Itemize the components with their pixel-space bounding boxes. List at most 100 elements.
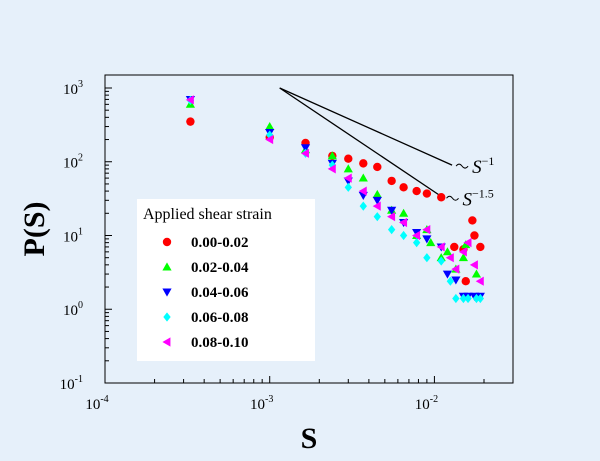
data-point xyxy=(185,95,194,105)
data-point xyxy=(437,193,446,202)
data-point xyxy=(423,253,431,263)
data-point xyxy=(412,230,421,241)
data-point xyxy=(450,242,459,252)
data-point xyxy=(265,134,274,145)
y-tick-label: 100 xyxy=(63,300,83,319)
legend-box xyxy=(137,199,315,361)
y-tick-exponent: -1 xyxy=(75,374,83,385)
x-tick-exponent: -4 xyxy=(100,394,108,405)
data-point xyxy=(372,201,381,211)
slope-exponent: −1.5 xyxy=(472,186,494,200)
y-tick-exponent: 2 xyxy=(78,153,83,164)
legend-label: 0.04-0.06 xyxy=(191,285,249,301)
series-0.08-0.10 xyxy=(185,95,484,286)
y-tick-label: 10-1 xyxy=(60,374,83,393)
legend-marker xyxy=(162,262,172,271)
data-point xyxy=(436,242,445,252)
data-point xyxy=(358,186,367,196)
data-point xyxy=(412,238,421,248)
data-point xyxy=(445,253,454,263)
legend-marker xyxy=(162,337,171,347)
data-point xyxy=(446,276,455,286)
data-point xyxy=(372,196,382,205)
slope-line xyxy=(279,87,443,198)
data-point xyxy=(451,264,460,274)
data-point xyxy=(399,230,408,241)
data-point xyxy=(422,189,432,198)
slope-tilde xyxy=(455,163,469,169)
data-point xyxy=(451,276,461,285)
data-point xyxy=(359,159,368,168)
legend-label: 0.08-0.10 xyxy=(191,335,249,351)
data-point xyxy=(476,293,485,304)
legend-label: 0.00-0.02 xyxy=(191,235,249,251)
data-point xyxy=(426,238,436,247)
legend: Applied shear strain 0.00-0.02 0.02-0.04 0… xyxy=(137,199,315,361)
data-point xyxy=(359,201,367,211)
x-tick-exponent: -2 xyxy=(430,394,438,405)
data-point xyxy=(452,293,460,304)
plot-frame xyxy=(104,74,514,384)
data-point xyxy=(463,238,472,248)
data-points xyxy=(185,95,485,304)
data-point xyxy=(387,206,397,215)
data-point xyxy=(387,176,396,186)
y-tick-exponent: 0 xyxy=(78,300,83,311)
data-point xyxy=(343,164,353,173)
y-axis: 10-1 100 101 102 1 0 3 xyxy=(60,79,112,393)
data-point xyxy=(469,260,478,270)
data-point xyxy=(468,216,477,225)
y-tick-label: 102 xyxy=(63,153,83,172)
data-point xyxy=(186,117,195,126)
data-point xyxy=(344,154,353,163)
legend-label: 0.06-0.08 xyxy=(191,310,249,326)
legend-label: 0.02-0.04 xyxy=(191,260,249,276)
slope-line xyxy=(279,87,453,166)
x-axis: 10-4 10-3 10-2 xyxy=(85,376,514,413)
slope-label: S−1 xyxy=(472,154,494,178)
data-point xyxy=(458,253,469,262)
data-point xyxy=(399,208,409,217)
data-point xyxy=(399,183,408,192)
data-point xyxy=(372,189,382,198)
slope-tilde xyxy=(446,195,459,201)
data-point xyxy=(464,293,472,304)
data-point xyxy=(412,186,421,196)
y-tick-exponent: 3 xyxy=(78,79,83,90)
data-point xyxy=(442,270,453,279)
data-point xyxy=(472,293,481,304)
data-point xyxy=(373,162,382,172)
y-tick-exponent: 1 xyxy=(78,226,83,237)
data-point xyxy=(422,235,432,244)
data-point xyxy=(458,247,467,257)
data-point xyxy=(422,225,431,235)
legend-marker xyxy=(163,312,171,322)
data-point xyxy=(399,217,408,228)
x-tick-label: 10-3 xyxy=(250,394,273,413)
data-point xyxy=(387,212,396,222)
data-point xyxy=(344,182,352,192)
data-point xyxy=(300,148,309,158)
data-point xyxy=(373,212,381,222)
data-point xyxy=(476,242,485,252)
series-0.06-0.08 xyxy=(186,95,485,304)
x-tick-label: 10-4 xyxy=(85,394,108,413)
legend-marker xyxy=(162,237,172,247)
legend-title: Applied shear strain xyxy=(143,206,272,223)
data-point xyxy=(387,225,396,235)
slope-label: S−1.5 xyxy=(463,186,494,210)
data-point xyxy=(327,151,337,160)
plot-area xyxy=(104,74,514,384)
data-point xyxy=(327,164,336,174)
x-tick-label: 10-2 xyxy=(415,394,438,413)
data-point xyxy=(343,173,352,183)
data-point xyxy=(459,293,468,304)
data-point xyxy=(300,144,311,153)
y-tick-label: 101 xyxy=(63,226,83,245)
data-point xyxy=(470,231,479,240)
data-point xyxy=(471,269,482,278)
data-point xyxy=(437,256,445,266)
data-point xyxy=(442,247,453,256)
legend-marker xyxy=(162,288,172,297)
